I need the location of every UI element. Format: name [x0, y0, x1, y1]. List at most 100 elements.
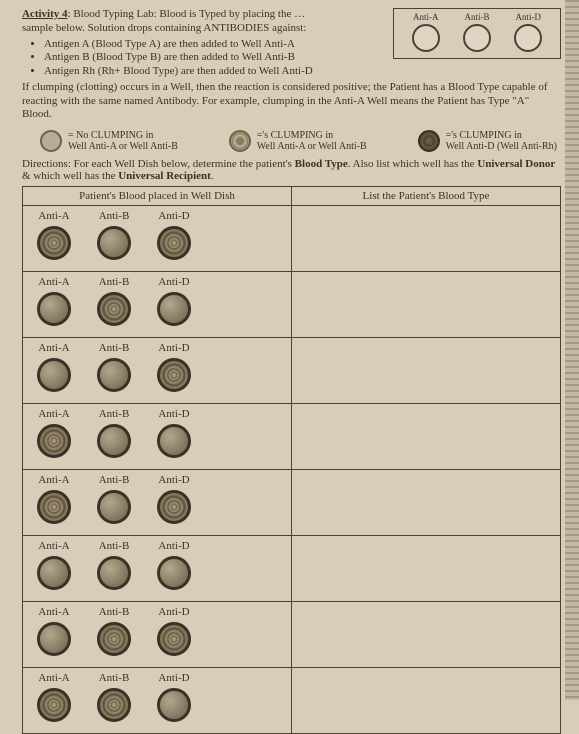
well-dish-clear	[37, 622, 71, 656]
dir-mid: . Also list which well has the	[348, 158, 478, 170]
well-row: Anti-A Anti-B Anti-D	[37, 276, 283, 326]
table-row: Anti-A Anti-B Anti-D	[23, 470, 561, 536]
table-row: Anti-AAnti-BAnti-D	[23, 338, 561, 404]
answer-cell[interactable]	[292, 206, 561, 272]
well-row: Anti-AAnti-BAnti-D	[37, 342, 283, 392]
well-row: Anti-A Anti-B Anti-D	[37, 540, 283, 590]
well-column: Anti-A	[37, 606, 71, 656]
well-label: Anti-B	[99, 474, 130, 486]
answer-cell[interactable]	[292, 470, 561, 536]
well-dish-clumped	[157, 490, 191, 524]
clump-none: = No CLUMPING inWell Anti-A or Well Anti…	[40, 130, 178, 152]
dir-bold1: Blood Type	[295, 158, 348, 170]
well-dish-clear	[157, 688, 191, 722]
col-header-bloodtype: List the Patient's Blood Type	[292, 187, 561, 206]
well-row: Anti-AAnti-BAnti-D	[37, 606, 283, 656]
intro-line1: sample below. Solution drops containing …	[22, 22, 306, 34]
well-dish-clumped	[97, 622, 131, 656]
well-label: Anti-B	[99, 408, 130, 420]
well-row: Anti-A Anti-B Anti-D	[37, 474, 283, 524]
col-header-wells: Patient's Blood placed in Well Dish	[23, 187, 292, 206]
well-dish-clear	[157, 556, 191, 590]
well-dish-clear	[97, 424, 131, 458]
well-label: Anti-A	[38, 276, 69, 288]
dir-pre: Directions: For each Well Dish below, de…	[22, 158, 295, 170]
clumping-key: = No CLUMPING inWell Anti-A or Well Anti…	[40, 130, 557, 152]
well-label: Anti-A	[38, 606, 69, 618]
clump-partial: ='s CLUMPING inWell Anti-A or Well Anti-…	[229, 130, 367, 152]
well-column: Anti-A	[37, 540, 71, 590]
table-row: Anti-AAnti-BAnti-D	[23, 602, 561, 668]
well-legend-box: Anti-A Anti-B Anti-D	[393, 8, 561, 59]
bullet-rh: Antigen Rh (Rh+ Blood Type) are then add…	[44, 65, 561, 79]
well-column: Anti-D	[157, 342, 191, 392]
wells-cell: Anti-AAnti-BAnti-D	[23, 404, 292, 470]
well-label: Anti-A	[38, 342, 69, 354]
no-clump-icon	[40, 130, 62, 152]
legend-well-b	[463, 24, 491, 52]
well-dish-clear	[37, 556, 71, 590]
well-dish-clumped	[157, 358, 191, 392]
legend-label-b: Anti-B	[464, 12, 489, 22]
well-dish-clear	[157, 424, 191, 458]
well-dish-clumped	[157, 622, 191, 656]
well-label: Anti-B	[99, 210, 130, 222]
partial-clump-l2: Well Anti-A or Well Anti-B	[257, 141, 367, 152]
no-clump-l2: Well Anti-A or Well Anti-B	[68, 141, 178, 152]
well-label: Anti-A	[38, 540, 69, 552]
well-label: Anti-D	[158, 408, 189, 420]
well-label: Anti-D	[158, 210, 189, 222]
legend-well-a	[412, 24, 440, 52]
answer-cell[interactable]	[292, 404, 561, 470]
answer-cell[interactable]	[292, 668, 561, 734]
well-column: Anti-B	[97, 606, 131, 656]
well-column: Anti-A	[37, 672, 71, 722]
well-dish-clear	[97, 358, 131, 392]
well-dish-clumped	[37, 490, 71, 524]
well-label: Anti-D	[158, 672, 189, 684]
well-label: Anti-D	[158, 276, 189, 288]
well-label: Anti-B	[99, 540, 130, 552]
well-row: Anti-AAnti-BAnti-D	[37, 210, 283, 260]
well-dish-clumped	[37, 226, 71, 260]
wells-cell: Anti-A Anti-B Anti-D	[23, 668, 292, 734]
clump-full: ='s CLUMPING inWell Anti-D (Well Anti-Rh…	[418, 130, 557, 152]
well-dish-clumped	[157, 226, 191, 260]
partial-clump-icon	[229, 130, 251, 152]
table-row: Anti-A Anti-B Anti-D	[23, 272, 561, 338]
partial-clump-l1: ='s CLUMPING in	[257, 130, 333, 141]
well-dish-clumped	[37, 424, 71, 458]
well-column: Anti-D	[157, 210, 191, 260]
well-label: Anti-B	[99, 276, 130, 288]
well-label: Anti-D	[158, 540, 189, 552]
legend-well-d	[514, 24, 542, 52]
well-column: Anti-B	[97, 540, 131, 590]
dir-post: .	[211, 170, 214, 182]
well-label: Anti-B	[99, 672, 130, 684]
well-column: Anti-D	[157, 474, 191, 524]
well-column: Anti-D	[157, 672, 191, 722]
table-row: Anti-A Anti-B Anti-D	[23, 536, 561, 602]
table-row: Anti-AAnti-BAnti-D	[23, 404, 561, 470]
answer-cell[interactable]	[292, 338, 561, 404]
well-dish-clear	[157, 292, 191, 326]
answer-cell[interactable]	[292, 602, 561, 668]
well-label: Anti-B	[99, 606, 130, 618]
answer-cell[interactable]	[292, 272, 561, 338]
well-dish-clumped	[97, 688, 131, 722]
dir-mid2: & which well has the	[22, 170, 118, 182]
well-dish-clear	[37, 358, 71, 392]
legend-label-a: Anti-A	[413, 12, 439, 22]
well-column: Anti-A	[37, 474, 71, 524]
well-label: Anti-D	[158, 474, 189, 486]
wells-cell: Anti-A Anti-B Anti-D	[23, 272, 292, 338]
answer-cell[interactable]	[292, 536, 561, 602]
well-dish-clear	[97, 556, 131, 590]
well-dish-clear	[97, 490, 131, 524]
well-column: Anti-B	[97, 408, 131, 458]
worksheet-table: Patient's Blood placed in Well Dish List…	[22, 186, 561, 734]
legend-label-d: Anti-D	[515, 12, 541, 22]
well-column: Anti-B	[97, 276, 131, 326]
well-dish-clear	[37, 292, 71, 326]
wells-cell: Anti-AAnti-BAnti-D	[23, 206, 292, 272]
